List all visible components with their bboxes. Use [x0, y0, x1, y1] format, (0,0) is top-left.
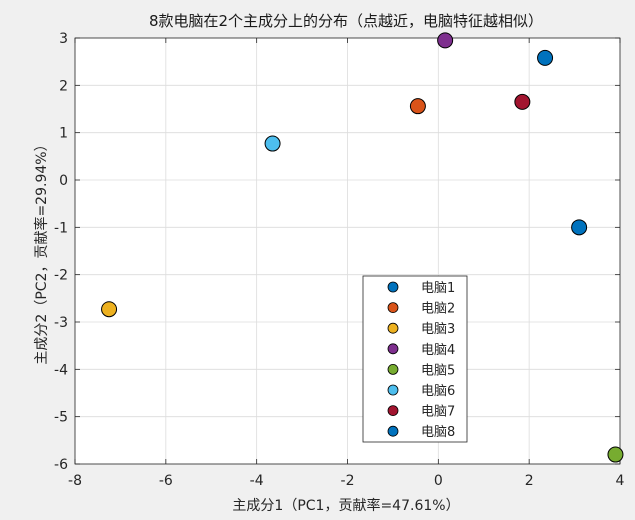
data-points	[101, 32, 624, 463]
data-point-4	[437, 32, 454, 49]
x-tick-label: 4	[616, 473, 625, 489]
legend-marker-4	[387, 343, 399, 355]
legend-marker-7	[387, 405, 399, 417]
legend-box	[362, 275, 468, 443]
y-tick-label: 0	[59, 173, 68, 189]
legend-label-2: 电脑2	[421, 302, 455, 317]
data-point-8	[537, 49, 554, 66]
data-point-7	[514, 93, 531, 110]
y-tick-label: -1	[54, 220, 68, 236]
y-tick-label: -3	[54, 315, 68, 331]
chart-title: 8款电脑在2个主成分上的分布（点越近，电脑特征越相似）	[149, 12, 543, 30]
x-tick-label: -8	[68, 473, 82, 489]
legend-marker-5	[387, 363, 399, 375]
y-tick-label: -4	[54, 362, 68, 378]
legend-label-3: 电脑3	[421, 322, 455, 337]
legend-marker-3	[387, 322, 399, 334]
data-point-6	[264, 135, 281, 152]
legend-label-1: 电脑1	[421, 281, 455, 296]
legend-marker-1	[387, 281, 399, 293]
data-point-3	[101, 301, 118, 318]
x-tick-label: 2	[525, 473, 534, 489]
x-tick-label: -4	[250, 473, 264, 489]
legend-label-5: 电脑5	[421, 363, 455, 378]
legend-marker-2	[387, 302, 399, 314]
x-tick-label: -6	[159, 473, 173, 489]
y-tick-label: 1	[59, 126, 68, 142]
y-tick-label: 2	[59, 78, 68, 94]
legend-label-6: 电脑6	[421, 384, 455, 399]
data-point-1	[571, 219, 588, 236]
x-tick-label: -2	[341, 473, 355, 489]
y-tick-label: 3	[59, 31, 68, 47]
legend-label-8: 电脑8	[421, 425, 455, 440]
legend-marker-8	[387, 425, 399, 437]
x-axis-label: 主成分1（PC1，贡献率=47.61%）	[232, 497, 459, 514]
y-axis-label: 主成分2（PC2，贡献率=29.94%）	[33, 137, 50, 364]
y-tick-label: -6	[54, 457, 68, 473]
data-point-2	[409, 98, 426, 115]
y-tick-label: -2	[54, 268, 68, 284]
x-tick-label: 0	[434, 473, 443, 489]
data-point-5	[607, 446, 624, 463]
y-tick-label: -5	[54, 410, 68, 426]
legend-label-7: 电脑7	[421, 405, 455, 420]
legend-marker-6	[387, 384, 399, 396]
legend: 电脑1 电脑2 电脑3 电脑4 电脑5 电脑6 电脑7 电脑8	[362, 275, 468, 443]
legend-label-4: 电脑4	[421, 343, 455, 358]
